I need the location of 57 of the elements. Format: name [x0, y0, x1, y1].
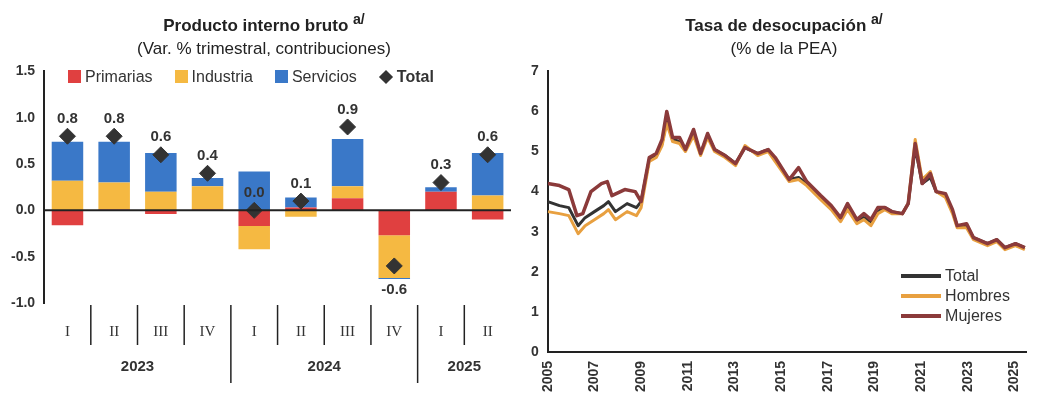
data-label: 0.4: [197, 145, 219, 163]
data-label: 0.6: [477, 127, 499, 145]
y-tick-label: 0: [530, 342, 539, 359]
x-tick-label: I: [64, 322, 70, 339]
legend-label: Total: [945, 266, 979, 285]
legend-label: Primarias: [85, 67, 153, 86]
x-tick-label: IV: [199, 322, 216, 339]
legend-label: Industria: [191, 67, 253, 86]
data-label: 0.1: [290, 173, 312, 191]
legend-label: Servicios: [291, 67, 357, 86]
x-tick-label: I: [438, 322, 444, 339]
x-tick-label: III: [340, 322, 356, 339]
chart-title: Tasa de desocupación $^{a/}$: [684, 10, 884, 37]
x-tick-label: II: [482, 322, 493, 339]
x-tick-label: III: [153, 322, 169, 339]
y-tick-label: 6: [530, 101, 539, 118]
y-tick-label: 7: [530, 61, 539, 78]
y-tick-label: 1: [530, 302, 539, 319]
data-label: 0.3: [430, 154, 452, 172]
x-tick-label: 2009: [631, 360, 648, 392]
y-tick-label: 0.0: [15, 200, 36, 217]
x-tick-label: 2019: [865, 360, 882, 392]
data-label: -0.6: [381, 279, 408, 297]
y-tick-label: 5: [530, 142, 539, 159]
x-tick-label: 2007: [585, 360, 602, 392]
legend-label: Mujeres: [945, 306, 1002, 325]
y-tick-label: 3: [530, 222, 539, 239]
data-label: 0.8: [103, 108, 125, 126]
x-tick-label: II: [295, 322, 306, 339]
chart-title: Producto interno bruto $^{a/}$: [162, 10, 366, 37]
x-tick-label: 2013: [725, 360, 742, 392]
x-tick-label: 2021: [911, 360, 928, 392]
text: 2024: [307, 356, 342, 374]
x-tick-label: 2015: [771, 360, 788, 392]
chart-subtitle: (% de la PEA): [729, 37, 839, 60]
x-tick-label: 2025: [1005, 360, 1022, 392]
x-tick-label: 2017: [818, 360, 835, 392]
x-tick-label: I: [251, 322, 257, 339]
legend-label: Total: [396, 67, 434, 86]
y-tick-label: -0.5: [11, 247, 36, 264]
y-tick-label: 0.5: [15, 154, 36, 171]
y-tick-label: 2: [530, 262, 539, 279]
y-tick-label: 1.5: [15, 61, 36, 78]
x-tick-label: 2005: [538, 360, 555, 392]
x-tick-label: IV: [386, 322, 403, 339]
legend-label: Hombres: [945, 286, 1010, 305]
chart-subtitle: (Var. % trimestral, contribuciones): [136, 37, 392, 60]
data-label: 0.6: [150, 127, 172, 145]
data-label: 0.8: [57, 108, 78, 126]
x-tick-label: 2011: [678, 360, 695, 391]
x-tick-label: 2023: [958, 360, 975, 392]
x-tick-label: II: [109, 322, 120, 339]
data-label: 0.0: [243, 182, 265, 200]
y-tick-label: 1.0: [15, 108, 36, 125]
y-tick-label: 4: [530, 182, 539, 199]
data-label: 0.9: [337, 99, 359, 117]
y-tick-label: -1.0: [11, 293, 36, 310]
